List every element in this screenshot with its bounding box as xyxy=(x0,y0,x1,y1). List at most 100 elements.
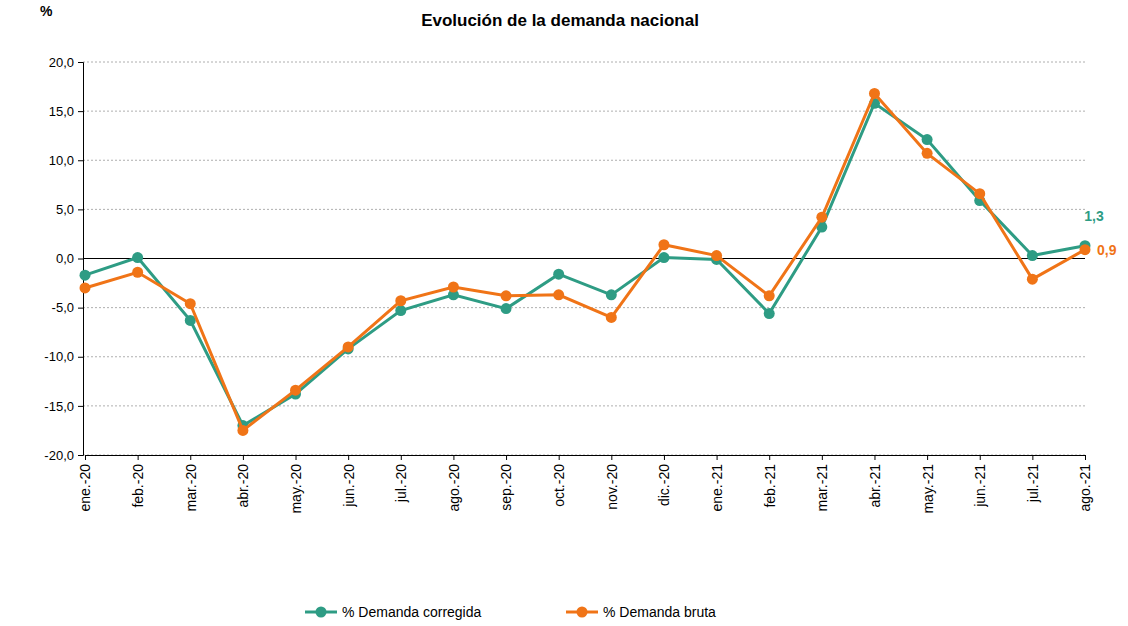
series-point xyxy=(922,134,933,145)
x-tick: jul.-21 xyxy=(1025,455,1041,503)
x-tick-label: jun.-20 xyxy=(341,464,357,508)
y-tick: 10,0 xyxy=(49,153,83,168)
series-point xyxy=(395,295,406,306)
y-tick-mark xyxy=(78,406,83,407)
y-tick: 0,0 xyxy=(56,251,83,266)
x-tick-mark xyxy=(822,455,823,460)
x-tick-label: nov.-20 xyxy=(604,464,620,510)
data-labels: 1,3 0,9 xyxy=(1084,208,1116,258)
y-tick: -20,0 xyxy=(44,448,83,463)
legend-label: % Demanda bruta xyxy=(603,604,716,620)
x-tick-label: jul.-20 xyxy=(393,464,409,503)
x-tick-label: mar.-21 xyxy=(814,464,830,512)
x-tick-mark xyxy=(243,455,244,460)
y-tick-mark xyxy=(78,308,83,309)
x-tick-mark xyxy=(138,455,139,460)
x-tick-label: ene.-21 xyxy=(709,464,725,512)
series-point xyxy=(80,282,91,293)
y-tick-label: 15,0 xyxy=(49,104,74,119)
x-tick: nov.-20 xyxy=(604,455,620,510)
x-tick-mark xyxy=(1032,455,1033,460)
series-point xyxy=(501,290,512,301)
x-tick: mar.-21 xyxy=(814,455,830,511)
legend-marker xyxy=(316,607,327,618)
plot-area xyxy=(80,88,1091,436)
x-tick: abr.-20 xyxy=(235,455,251,508)
series-point xyxy=(553,289,564,300)
x-tick-label: abr.-21 xyxy=(867,464,883,508)
series-line xyxy=(85,93,1085,430)
x-tick: may.-21 xyxy=(920,455,936,514)
series-point xyxy=(711,250,722,261)
x-tick: feb.-21 xyxy=(762,455,778,508)
legend-item: % Demanda bruta xyxy=(566,604,716,620)
x-tick: ene.-21 xyxy=(709,455,725,511)
series-line xyxy=(85,103,1085,425)
y-tick-mark xyxy=(78,357,83,358)
y-tick: 5,0 xyxy=(56,202,83,217)
y-axis-line xyxy=(78,63,84,456)
x-tick-mark xyxy=(927,455,928,460)
y-tick-mark xyxy=(78,259,83,260)
y-tick-mark xyxy=(78,455,83,456)
y-tick-label: -10,0 xyxy=(44,349,74,364)
series-point xyxy=(764,308,775,319)
x-tick-mark xyxy=(874,455,875,460)
y-tick-mark xyxy=(78,62,83,63)
series-point xyxy=(237,425,248,436)
chart: Evolución de la demanda nacional%-20,0-1… xyxy=(0,0,1128,626)
y-tick-mark xyxy=(78,160,83,161)
x-tick-label: oct.-20 xyxy=(551,464,567,507)
x-tick: dic.-20 xyxy=(656,455,672,506)
series-point xyxy=(922,148,933,159)
x-tick-mark xyxy=(453,455,454,460)
series-point xyxy=(1027,274,1038,285)
series-point xyxy=(501,303,512,314)
x-tick-mark xyxy=(506,455,507,460)
y-tick: -10,0 xyxy=(44,349,83,364)
y-tick: 15,0 xyxy=(49,104,83,119)
x-tick-label: dic.-20 xyxy=(656,464,672,506)
x-tick: ago.-20 xyxy=(446,455,462,511)
x-tick-label: abr.-20 xyxy=(235,464,251,508)
x-tick-label: ene.-20 xyxy=(77,464,93,512)
y-tick-label: 5,0 xyxy=(56,202,74,217)
grid-line xyxy=(83,356,1085,357)
series-point xyxy=(132,267,143,278)
y-tick-label: -5,0 xyxy=(52,300,74,315)
series-point xyxy=(290,385,301,396)
series-point xyxy=(1027,250,1038,261)
series-point xyxy=(658,252,669,263)
x-tick: jul.-20 xyxy=(393,455,409,503)
x-tick-mark xyxy=(611,455,612,460)
x-tick-label: mar.-20 xyxy=(183,464,199,512)
legend-item: % Demanda corregida xyxy=(305,604,482,620)
x-tick-mark xyxy=(559,455,560,460)
legend: % Demanda corregida % Demanda bruta xyxy=(305,604,716,620)
x-tick: jun.-20 xyxy=(341,455,357,508)
x-tick-label: ago.-20 xyxy=(446,464,462,512)
y-tick-label: 0,0 xyxy=(56,251,74,266)
x-tick-mark xyxy=(769,455,770,460)
x-tick-mark xyxy=(717,455,718,460)
legend-label: % Demanda corregida xyxy=(342,604,482,620)
y-tick-label: 10,0 xyxy=(49,153,74,168)
data-label: 0,9 xyxy=(1097,242,1117,258)
series-point xyxy=(816,212,827,223)
y-tick: -5,0 xyxy=(52,300,83,315)
x-tick-mark xyxy=(1085,455,1086,460)
y-tick-label: -15,0 xyxy=(44,399,74,414)
x-tick-mark xyxy=(190,455,191,460)
zero-line xyxy=(83,258,1085,259)
x-tick-label: sep.-20 xyxy=(498,464,514,511)
series-point xyxy=(764,290,775,301)
x-tick: abr.-21 xyxy=(867,455,883,508)
x-tick-label: feb.-21 xyxy=(762,464,778,508)
x-tick-mark xyxy=(85,455,86,460)
x-tick-label: jul.-21 xyxy=(1025,464,1041,503)
x-tick: sep.-20 xyxy=(498,455,514,511)
x-tick: may.-20 xyxy=(288,455,304,514)
series-point xyxy=(80,270,91,281)
data-label: 1,3 xyxy=(1084,208,1104,224)
series-point xyxy=(185,298,196,309)
